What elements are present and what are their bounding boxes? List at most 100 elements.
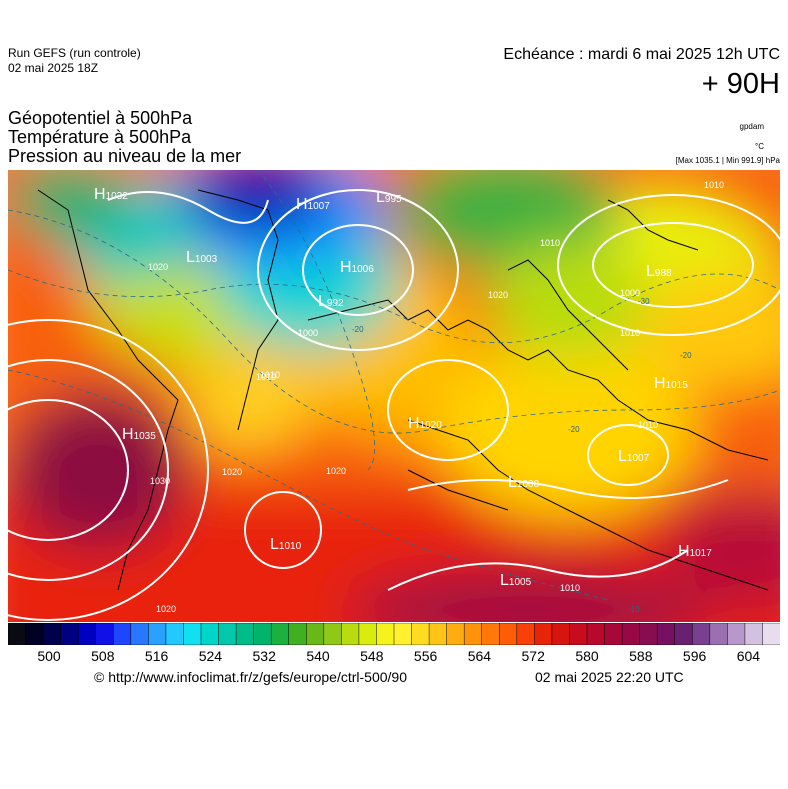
color-swatch bbox=[77, 623, 97, 645]
scale-tick-label: 596 bbox=[682, 648, 707, 664]
center-label: L1007 bbox=[618, 448, 650, 465]
color-swatch bbox=[42, 623, 62, 645]
color-swatch bbox=[586, 623, 606, 645]
color-swatch bbox=[428, 623, 448, 645]
color-swatch bbox=[709, 623, 729, 645]
isobar-label: 1000 bbox=[620, 288, 640, 298]
center-label: L1010 bbox=[270, 536, 302, 553]
color-swatch bbox=[674, 623, 694, 645]
unit-temperature: °C bbox=[755, 142, 764, 151]
scale-tick-label: 588 bbox=[629, 648, 653, 664]
color-swatch bbox=[656, 623, 676, 645]
scale-tick-label: 548 bbox=[360, 648, 384, 664]
isobar-label: 1010 bbox=[704, 180, 724, 190]
color-swatch bbox=[200, 623, 220, 645]
unit-pressure-range: [Max 1035.1 | Min 991.9] hPa bbox=[675, 156, 780, 165]
color-scale-bar bbox=[8, 623, 780, 645]
color-swatch bbox=[569, 623, 588, 645]
isobar-label: 1030 bbox=[150, 476, 170, 486]
source-url[interactable]: © http://www.infoclimat.fr/z/gefs/europe… bbox=[94, 669, 408, 685]
color-swatch bbox=[604, 623, 623, 645]
color-swatch bbox=[358, 623, 378, 645]
isotherm-label: -20 bbox=[352, 325, 364, 334]
color-swatch bbox=[25, 623, 44, 645]
map-titles: Géopotentiel à 500hPa Température à 500h… bbox=[8, 109, 241, 166]
scale-tick-label: 524 bbox=[198, 648, 223, 664]
scale-tick-label: 532 bbox=[252, 648, 276, 664]
color-swatch bbox=[621, 623, 641, 645]
color-swatch bbox=[183, 623, 202, 645]
run-model: Run GEFS (run controle) bbox=[8, 46, 141, 60]
scale-tick-label: 508 bbox=[91, 648, 115, 664]
center-label: H1032 bbox=[94, 186, 128, 203]
isobar-label: 1020 bbox=[326, 466, 346, 476]
color-swatch bbox=[727, 623, 746, 645]
isotherm-label: -20 bbox=[680, 351, 692, 360]
color-swatch bbox=[481, 623, 501, 645]
color-swatch bbox=[411, 623, 430, 645]
isobar-label: 1020 bbox=[488, 290, 508, 300]
title-temperature: Température à 500hPa bbox=[8, 127, 192, 147]
scale-tick-label: 556 bbox=[413, 648, 438, 664]
center-label: L1008 bbox=[508, 474, 540, 491]
color-swatch bbox=[341, 623, 360, 645]
center-label: H1007 bbox=[296, 196, 330, 213]
scale-tick-label: 540 bbox=[306, 648, 330, 664]
color-swatch bbox=[446, 623, 465, 645]
color-swatch bbox=[8, 623, 27, 645]
generated-time: 02 mai 2025 22:20 UTC bbox=[535, 669, 684, 685]
run-info: Run GEFS (run controle) 02 mai 2025 18Z bbox=[8, 46, 141, 76]
color-swatch bbox=[235, 623, 255, 645]
color-scale-labels: 500 508 516 524 532 540 548 556 564 572 580 588 596 6… bbox=[0, 648, 788, 668]
center-label: H1017 bbox=[678, 543, 712, 560]
center-label: L988 bbox=[646, 263, 672, 280]
scale-tick-label: 604 bbox=[736, 648, 761, 664]
isobar-label: 1020 bbox=[148, 262, 168, 272]
color-swatch bbox=[639, 623, 658, 645]
color-swatch bbox=[762, 623, 780, 645]
center-label: L995 bbox=[376, 189, 402, 206]
isotherm-label: -10 bbox=[628, 605, 640, 614]
color-swatch bbox=[165, 623, 185, 645]
isobar-value-labels: 1010 1010 1020 1010 1000 1010 1020 1030 … bbox=[148, 180, 724, 614]
color-swatch bbox=[148, 623, 167, 645]
isobar-label: 1000 bbox=[298, 328, 318, 338]
title-geopotential: Géopotentiel à 500hPa bbox=[8, 108, 193, 128]
isobar-label: 1010 bbox=[256, 372, 276, 382]
color-swatch bbox=[130, 623, 150, 645]
forecast-lead-time: + 90H bbox=[701, 68, 780, 100]
color-swatch bbox=[516, 623, 536, 645]
color-swatch bbox=[376, 623, 395, 645]
isotherm-value-labels: -30 -20 -20 -20 -10 bbox=[352, 297, 692, 614]
center-label: H1020 bbox=[408, 415, 442, 432]
temperature-isotherms bbox=[8, 170, 780, 601]
run-date: 02 mai 2025 18Z bbox=[8, 61, 99, 75]
isobar-label: 1020 bbox=[222, 467, 242, 477]
color-swatch bbox=[463, 623, 483, 645]
color-swatch bbox=[534, 623, 553, 645]
isotherm-label: -30 bbox=[638, 297, 650, 306]
title-pressure: Pression au niveau de la mer bbox=[8, 146, 242, 166]
unit-geopotential: gpdam bbox=[739, 122, 764, 131]
scale-tick-label: 516 bbox=[144, 648, 169, 664]
isobar-label: 1010 bbox=[260, 370, 280, 380]
color-swatch bbox=[60, 623, 79, 645]
forecast-valid-time: Echéance : mardi 6 mai 2025 12h UTC bbox=[503, 46, 780, 63]
color-swatch bbox=[113, 623, 132, 645]
temperature-field bbox=[8, 170, 780, 622]
center-label: L992 bbox=[318, 293, 344, 310]
center-label: L1005 bbox=[500, 572, 532, 589]
color-swatch bbox=[744, 623, 764, 645]
color-swatch bbox=[288, 623, 308, 645]
center-label: H1035 bbox=[122, 426, 156, 443]
scale-tick-label: 500 bbox=[37, 648, 61, 664]
isobar-label: 1010 bbox=[560, 583, 580, 593]
scale-tick-label: 572 bbox=[521, 648, 545, 664]
weather-map: H1032 H1007 L995 L1003 H1006 L992 L988 H… bbox=[8, 170, 780, 622]
color-swatch bbox=[692, 623, 711, 645]
color-swatch bbox=[95, 623, 115, 645]
isobar-label: 1010 bbox=[540, 238, 560, 248]
color-swatch bbox=[306, 623, 325, 645]
center-label: H1006 bbox=[340, 259, 374, 276]
pressure-center-labels: H1032 H1007 L995 L1003 H1006 L992 L988 H… bbox=[94, 186, 712, 589]
